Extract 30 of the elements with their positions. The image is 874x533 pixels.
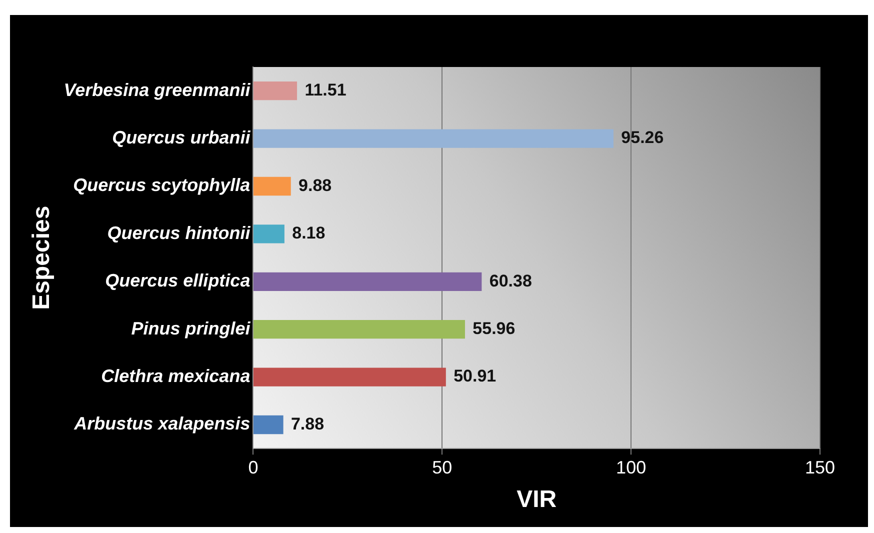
x-tick-label: 150 — [804, 457, 836, 478]
y-tick-label: Quercus hintonii — [107, 222, 252, 243]
y-tick-label: Quercus scytophylla — [73, 175, 250, 196]
bar — [253, 82, 298, 100]
data-label: 11.51 — [304, 80, 346, 100]
data-label: 60.38 — [489, 271, 532, 290]
bar — [253, 129, 614, 148]
x-tick-label: 0 — [248, 457, 258, 478]
x-tick-label: 50 — [432, 457, 452, 478]
bar — [253, 368, 446, 386]
bar — [253, 320, 465, 339]
data-label: 55.96 — [472, 319, 516, 338]
y-tick-label: Quercus elliptica — [105, 270, 250, 291]
y-tick-label: Verbesina greenmanii — [64, 80, 252, 100]
y-axis-title: Especies — [28, 206, 56, 310]
bar — [253, 415, 284, 434]
x-axis-title: VIR — [516, 486, 557, 514]
data-label: 7.88 — [290, 414, 324, 434]
data-label: 95.26 — [621, 128, 664, 148]
y-tick-label: Arbustus xalapensis — [73, 414, 250, 434]
y-tick-label: Pinus pringlei — [131, 318, 252, 338]
y-tick-label: Clethra mexicana — [101, 366, 250, 386]
data-label: 8.18 — [292, 224, 326, 243]
y-tick-label: Quercus urbanii — [112, 128, 252, 148]
bar — [253, 224, 284, 244]
data-label: 50.91 — [454, 366, 496, 386]
x-tick-label: 100 — [616, 457, 646, 478]
bar — [253, 176, 291, 196]
bar — [253, 272, 482, 291]
data-label: 9.88 — [298, 176, 332, 195]
